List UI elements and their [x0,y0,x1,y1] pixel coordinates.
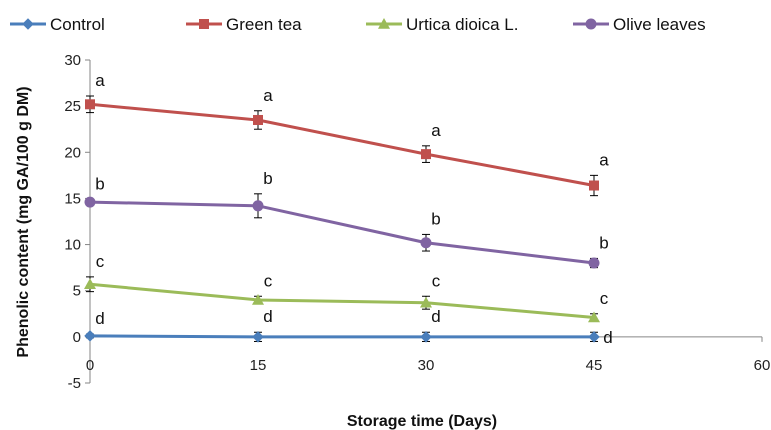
data-point [84,196,96,208]
error-bars [86,95,598,342]
y-tick-label: 20 [64,144,81,161]
significance-label: d [431,307,440,326]
series-line [89,334,594,339]
data-point [588,331,600,343]
significance-label: c [432,271,441,290]
significance-label: a [95,71,105,90]
legend-label: Olive leaves [613,15,706,34]
x-tick-label: 30 [418,357,435,374]
y-tick-label: 10 [64,237,81,254]
data-point [252,200,264,212]
significance-label: d [603,328,612,347]
y-tick-label: -5 [68,375,81,392]
significance-label: a [599,150,609,169]
significance-label: d [263,307,272,326]
legend-swatch-marker [585,18,597,30]
y-tick-label: 25 [64,98,81,115]
significance-label: b [95,174,104,193]
series-line [89,102,595,187]
axes: -5 0 5 10 15 20 25 30 0 15 30 45 60 [64,52,770,392]
data-point [588,257,600,269]
legend-swatch-marker [22,18,34,30]
data-point [420,296,432,308]
data-point [85,99,95,110]
data-point [588,311,600,323]
series-line [89,282,595,319]
legend-swatch-marker [199,19,209,29]
legend: Control Green tea Urtica dioica L. Olive le… [10,15,706,34]
x-tick-label: 45 [586,357,603,374]
significance-label: a [263,86,273,105]
significance-label: b [263,169,272,188]
data-point [84,278,96,290]
data-point [420,237,432,249]
significance-label: b [599,233,608,252]
data-point [253,114,263,125]
significance-label: c [600,289,609,308]
x-tick-label: 15 [250,357,267,374]
significance-label: c [96,252,105,271]
data-point [84,330,96,342]
data-point [252,331,264,343]
series-line [89,200,595,265]
y-tick-label: 30 [64,52,81,69]
data-point [252,293,264,305]
data-point [589,180,599,191]
significance-label: d [95,309,104,328]
significance-labels: d d d d a a a a c c c c b b b b [95,71,612,347]
y-tick-label: 5 [73,283,81,300]
legend-label: Control [50,15,105,34]
y-axis-title: Phenolic content (mg GA/100 g DM) [15,86,32,357]
legend-label: Green tea [226,15,302,34]
legend-swatch-marker [378,18,390,29]
y-tick-label: 0 [73,329,81,346]
data-point [421,149,431,160]
y-tick-label: 15 [64,190,81,207]
significance-label: a [431,121,441,140]
x-tick-label: 60 [754,357,771,374]
significance-label: c [264,271,273,290]
x-axis-title: Storage time (Days) [347,413,497,430]
series-lines [89,102,595,339]
series-markers [84,99,600,343]
legend-label: Urtica dioica L. [406,15,518,34]
data-point [420,331,432,343]
significance-label: b [431,209,440,228]
x-tick-label: 0 [86,357,94,374]
